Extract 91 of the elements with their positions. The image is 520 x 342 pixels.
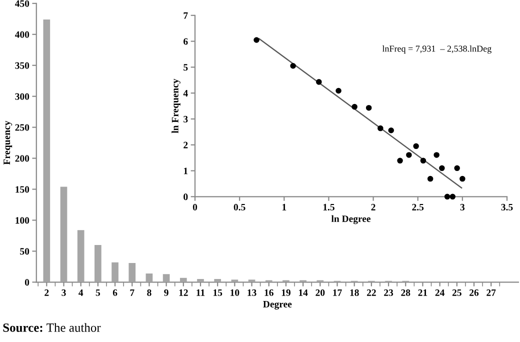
point [427, 176, 434, 182]
y-tick-label: 250 [15, 124, 30, 131]
x-tick-label: 8 [147, 289, 152, 296]
point [254, 37, 260, 43]
x-tick-label: 1 [282, 204, 286, 210]
x-tick-label: 2 [44, 289, 49, 296]
y-tick-label: 0 [184, 194, 188, 200]
x-tick-label: 2 [371, 204, 376, 210]
bar [60, 186, 68, 282]
point [450, 194, 456, 200]
x-tick-label: 27 [486, 289, 496, 296]
x-tick-label: 11 [196, 289, 205, 296]
point [434, 152, 440, 158]
x-tick-label: 19 [282, 289, 290, 296]
x-tick-label: 4 [78, 289, 84, 296]
bar [77, 230, 84, 282]
x-tick-label: 9 [164, 289, 168, 296]
bar [94, 244, 102, 282]
x-tick-label: 5 [96, 289, 100, 296]
x-tick-label: 7 [130, 289, 134, 296]
point [316, 79, 322, 85]
x-axis-title: Degree [263, 300, 292, 310]
x-tick-label: 15 [214, 289, 222, 296]
bar [214, 279, 222, 282]
y-tick-label: 0 [24, 279, 30, 286]
point [454, 165, 460, 172]
y-tick-label: 3 [184, 116, 188, 122]
x-tick-label: 2.5 [412, 204, 424, 210]
annotation: lnFreq = 7,931 – 2,538.lnDeg [382, 45, 492, 54]
y-tick-label: 50 [20, 248, 30, 255]
bar [197, 279, 204, 282]
x-tick-label: 6 [112, 289, 118, 296]
x-tick-label: 0 [192, 204, 198, 210]
x-tick-label: 3 [62, 289, 66, 296]
point [388, 127, 394, 134]
x-tick-label: 18 [350, 289, 359, 296]
x-tick-label: 12 [179, 289, 188, 296]
point [366, 104, 372, 111]
bar [112, 262, 118, 282]
x-tick-label: 0.5 [234, 204, 246, 210]
source-note: Source: The author [3, 323, 101, 332]
point [439, 165, 445, 172]
x-tick-label: 14 [298, 289, 308, 296]
bar [231, 280, 238, 282]
y-tick-label: 4 [183, 90, 188, 96]
x-tick-label: 3 [460, 204, 465, 210]
x-tick-label: 28 [401, 289, 410, 296]
x-tick-label: 17 [333, 289, 342, 296]
point [460, 176, 466, 182]
y-tick-label: 150 [16, 186, 30, 193]
y-tick-label: 1 [184, 168, 188, 174]
x-axis-title: ln Degree [331, 215, 371, 224]
point [290, 62, 296, 69]
bar [180, 278, 187, 282]
bar [43, 20, 50, 282]
point [352, 104, 358, 110]
y-tick-label: 100 [16, 217, 30, 224]
point [378, 125, 384, 132]
y-tick-label: 350 [15, 62, 30, 69]
x-tick-label: 22 [366, 289, 376, 296]
y-tick-label: 200 [15, 155, 30, 162]
point [444, 194, 450, 200]
y-tick-label: 400 [15, 31, 30, 38]
y-tick-label: 300 [15, 93, 30, 100]
point [406, 152, 412, 158]
x-tick-label: 24 [435, 289, 444, 296]
x-tick-label: 21 [418, 289, 428, 296]
x-tick-label: 13 [248, 289, 256, 296]
y-tick-label: 450 [15, 0, 30, 7]
x-tick-label: 3.5 [501, 204, 513, 210]
x-tick-label: 20 [316, 289, 325, 296]
bar [248, 280, 256, 282]
x-tick-label: 10 [230, 289, 240, 296]
x-tick-label: 26 [470, 289, 479, 296]
x-tick-label: 16 [264, 289, 274, 296]
x-tick-label: 1.5 [323, 204, 334, 210]
bar [128, 262, 136, 282]
y-tick-label: 7 [184, 12, 188, 19]
bar [146, 273, 153, 282]
point [413, 143, 419, 150]
x-tick-label: 25 [452, 289, 462, 296]
y-axis-title: Frequency [4, 120, 12, 165]
point [336, 88, 342, 94]
point [397, 158, 403, 164]
y-axis-title: ln Frequency [172, 78, 180, 134]
point [420, 158, 426, 164]
y-tick-label: 2 [184, 142, 188, 148]
bar [162, 274, 170, 282]
y-tick-label: 6 [184, 38, 188, 45]
x-tick-label: 23 [384, 289, 394, 296]
y-tick-label: 5 [184, 64, 188, 71]
